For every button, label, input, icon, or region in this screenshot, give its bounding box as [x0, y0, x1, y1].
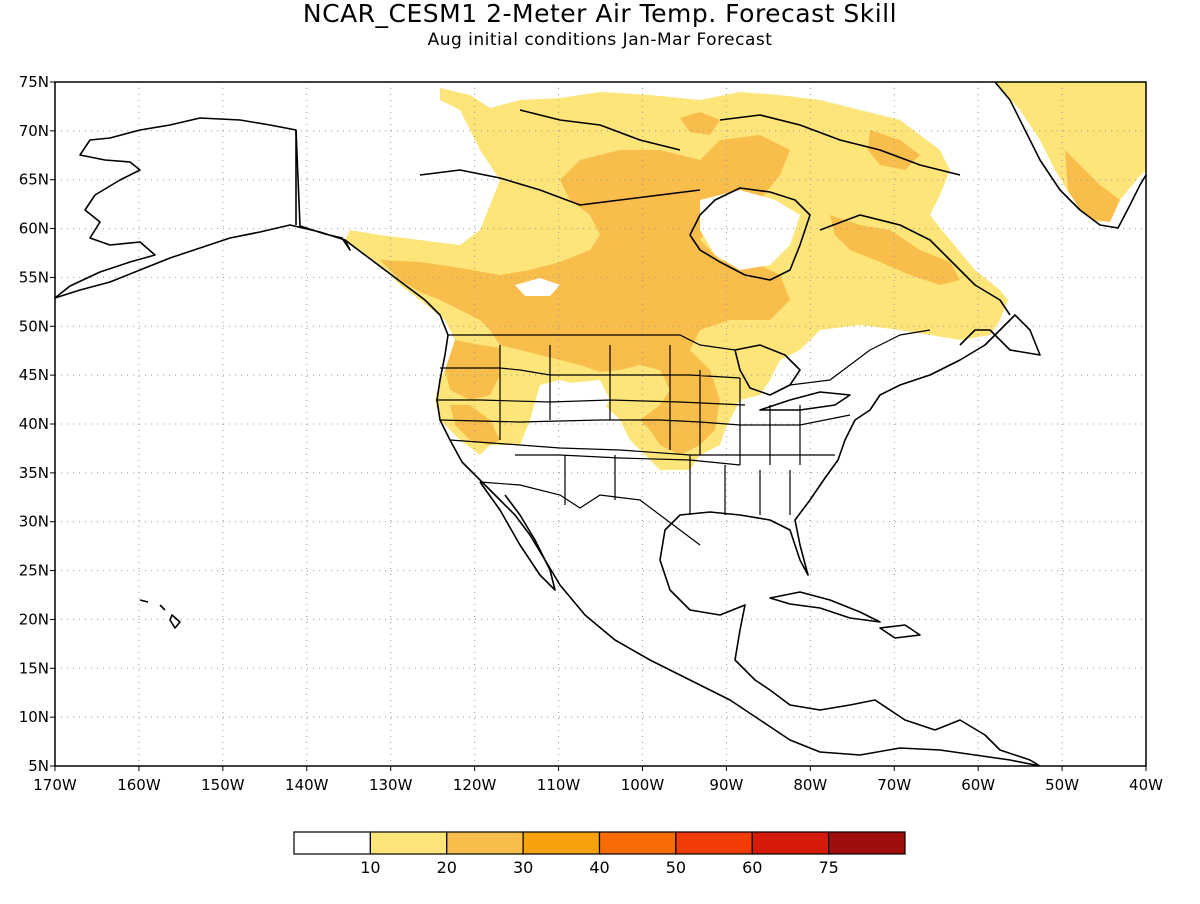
border-us-mexico: [479, 481, 701, 546]
lat-tick-label: 70N: [19, 122, 49, 140]
colorbar-label: 10: [360, 858, 380, 877]
coast-greenland: [994, 81, 1147, 229]
lon-tick-label: 130W: [369, 776, 413, 794]
colorbar-swatch: [293, 831, 371, 855]
coast-pacific: [344, 239, 1041, 767]
skill-area-northwest: [445, 340, 500, 400]
lat-tick-label: 10N: [19, 708, 49, 726]
skill-area-greenland: [995, 82, 1146, 222]
lon-tick-label: 50W: [1045, 776, 1079, 794]
lat-tick-label: 55N: [19, 268, 49, 286]
state-lines: [437, 345, 851, 515]
skill-area-quebec: [830, 215, 960, 285]
skill-hole-wyoming: [548, 380, 610, 418]
coast-arctic: [419, 109, 961, 206]
lon-tick-label: 70W: [877, 776, 911, 794]
skill-hole-hudson: [700, 190, 800, 270]
lon-tick-label: 110W: [537, 776, 581, 794]
coast-cuba: [769, 591, 881, 623]
map-subtitle: Aug initial conditions Jan-Mar Forecast: [428, 30, 773, 50]
colorbar-swatch: [522, 831, 601, 855]
lat-tick-label: 35N: [19, 464, 49, 482]
colorbar-swatch: [598, 831, 677, 855]
colorbar: 10 20 30 40 50 60 75: [293, 831, 906, 877]
lat-labels: 75N 70N 65N 60N 55N 50N 45N 40N 35N 30N 25N 20N 15N 1…: [19, 73, 49, 775]
skill-area-arctic-1: [680, 112, 720, 135]
colorbar-swatch: [828, 831, 906, 855]
skill-hole-alberta: [515, 278, 560, 296]
coast-baja: [479, 481, 556, 591]
coast-gulf-atlantic: [659, 314, 1041, 576]
coast-hispaniola: [879, 624, 921, 639]
colorbar-swatch: [751, 831, 830, 855]
lat-tick-label: 30N: [19, 513, 49, 531]
lon-labels: 170W 160W 150W 140W 130W 120W 110W 100W 90W 80W 70…: [33, 776, 1163, 794]
lat-tick-label: 60N: [19, 220, 49, 238]
colorbar-swatch: [675, 831, 753, 855]
skill-area-greenland-south: [1065, 150, 1120, 222]
map-title: NCAR_CESM1 2-Meter Air Temp. Forecast Sk…: [303, 0, 897, 28]
lon-tick-label: 150W: [201, 776, 245, 794]
lat-tick-label: 75N: [19, 73, 49, 91]
coast-alaska: [54, 117, 351, 299]
lon-tick-label: 120W: [453, 776, 497, 794]
coast-yucatan: [659, 559, 936, 731]
coast-hudson-bay: [689, 187, 811, 281]
lon-tick-label: 140W: [285, 776, 329, 794]
lat-tick-label: 15N: [19, 659, 49, 677]
lat-tick-label: 50N: [19, 317, 49, 335]
lon-tick-label: 100W: [621, 776, 665, 794]
colorbar-swatch: [446, 831, 524, 855]
coast-labrador: [819, 214, 1011, 316]
border-us-canada: [448, 329, 931, 386]
colorbar-label: 75: [818, 858, 838, 877]
colorbar-label: 40: [589, 858, 609, 877]
lon-tick-label: 90W: [709, 776, 743, 794]
lon-tick-label: 60W: [961, 776, 995, 794]
graticule: [50, 81, 1147, 771]
map-plot: [50, 81, 1147, 771]
colorbar-label: 50: [666, 858, 686, 877]
colorbar-swatch: [369, 831, 448, 855]
lat-tick-label: 5N: [28, 757, 49, 775]
lon-tick-label: 170W: [33, 776, 77, 794]
political-borders: [437, 329, 931, 546]
lon-tick-label: 160W: [117, 776, 161, 794]
colorbar-label: 30: [513, 858, 533, 877]
lon-tick-label: 80W: [793, 776, 827, 794]
map-frame: [54, 81, 1147, 767]
lat-tick-label: 25N: [19, 562, 49, 580]
lat-tick-label: 20N: [19, 610, 49, 628]
lat-tick-label: 65N: [19, 171, 49, 189]
lon-tick-label: 40W: [1129, 776, 1163, 794]
coast-hawaii: [139, 599, 181, 629]
lat-tick-label: 45N: [19, 366, 49, 384]
lat-tick-label: 40N: [19, 415, 49, 433]
colorbar-label: 20: [437, 858, 457, 877]
colorbar-label: 60: [742, 858, 762, 877]
coast-south-america: [934, 719, 1041, 767]
